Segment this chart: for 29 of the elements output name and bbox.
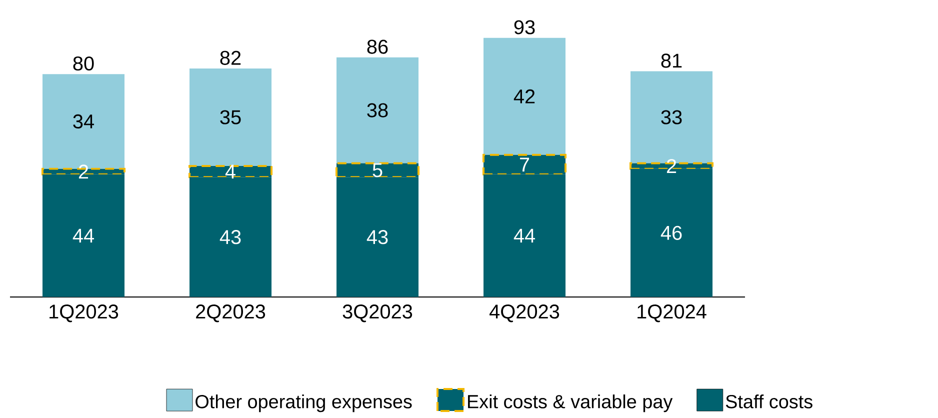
data-label: 35 <box>220 110 241 124</box>
bar <box>484 38 566 155</box>
data-label: 5 <box>372 163 382 178</box>
total-label: 93 <box>514 20 535 34</box>
legend-label: Exit costs & variable pay <box>468 394 673 412</box>
data-label: 43 <box>366 230 388 244</box>
legend-label: Other operating expenses <box>196 394 412 412</box>
data-label: 42 <box>514 89 535 104</box>
data-label: 38 <box>367 103 388 118</box>
total-label: 81 <box>661 54 682 68</box>
data-label: 7 <box>520 158 530 172</box>
data-label: 44 <box>72 228 94 243</box>
x-tick-label: 1Q2024 <box>638 304 706 322</box>
data-label: 4 <box>225 164 236 178</box>
data-label: 34 <box>73 114 94 128</box>
bar <box>336 57 419 164</box>
data-label: 46 <box>660 226 682 240</box>
x-tick-label: 1Q2023 <box>50 304 118 322</box>
data-label: 33 <box>661 110 682 124</box>
x-tick-label: 2Q2023 <box>196 304 266 322</box>
x-tick-label: 3Q2023 <box>342 304 412 322</box>
data-label: 44 <box>514 228 535 243</box>
total-label: 80 <box>73 56 94 71</box>
bar <box>190 68 272 166</box>
x-tick-label: 4Q2023 <box>490 304 560 322</box>
total-label: 86 <box>367 40 388 54</box>
total-label: 82 <box>220 50 241 65</box>
legend-label: Staff costs <box>726 394 812 408</box>
data-label: 43 <box>220 230 241 244</box>
